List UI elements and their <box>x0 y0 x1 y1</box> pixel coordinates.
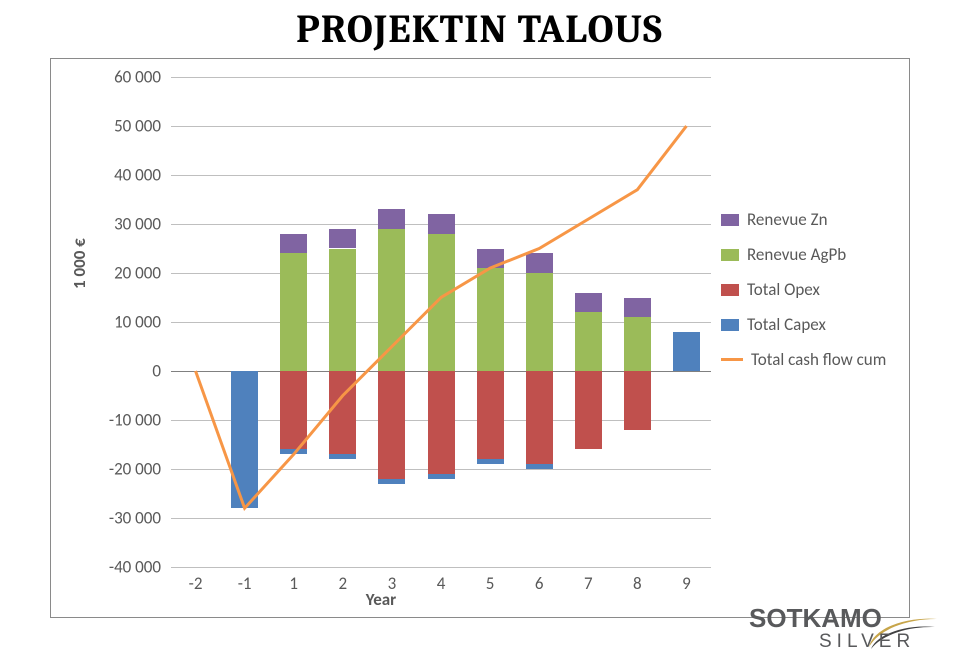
y-tick-label: 10 000 <box>114 312 171 333</box>
y-tick-label: 60 000 <box>114 67 171 88</box>
y-axis-title: 1 000 € <box>69 238 90 289</box>
y-tick-label: 50 000 <box>114 116 171 137</box>
legend-item-renevue_zn: Renevue Zn <box>721 209 891 230</box>
chart-frame: -40 000 -30 000 -20 000 -10 000 0 10 000 20 00… <box>50 58 910 618</box>
logo-subtext: SILVER <box>819 631 915 652</box>
y-tick-label: 40 000 <box>114 165 171 186</box>
plot-area: -40 000-30 000-20 000-10 000010 00020 00… <box>171 77 711 567</box>
legend-label: Total Opex <box>747 279 820 300</box>
y-tick-label: -20 000 <box>109 459 171 480</box>
legend-swatch <box>721 358 743 361</box>
logo-text: SOTKAMO <box>749 603 882 633</box>
y-tick-label: -10 000 <box>109 410 171 431</box>
y-tick-label: 30 000 <box>114 214 171 235</box>
legend-label: Renevue AgPb <box>747 244 846 265</box>
brand-logo: SOTKAMO SILVER <box>749 597 939 657</box>
legend-label: Renevue Zn <box>747 209 828 230</box>
legend-swatch <box>721 214 739 226</box>
legend-label: Total cash flow cum <box>751 349 886 370</box>
cashflow-line <box>171 77 711 567</box>
legend-item-renevue_agpb: Renevue AgPb <box>721 244 891 265</box>
legend: Renevue Zn Renevue AgPb Total Opex Total Ca… <box>721 209 891 384</box>
legend-item-cashflow_cum: Total cash flow cum <box>721 349 891 370</box>
y-tick-label: 0 <box>152 361 171 382</box>
legend-label: Total Capex <box>747 314 826 335</box>
legend-swatch <box>721 284 739 296</box>
legend-item-total_capex: Total Capex <box>721 314 891 335</box>
legend-item-total_opex: Total Opex <box>721 279 891 300</box>
y-tick-label: -40 000 <box>109 557 171 578</box>
page-title: PROJEKTIN TALOUS <box>0 6 959 52</box>
y-tick-label: 20 000 <box>114 263 171 284</box>
legend-swatch <box>721 319 739 331</box>
y-tick-label: -30 000 <box>109 508 171 529</box>
x-axis-title: Year <box>51 589 711 610</box>
legend-swatch <box>721 249 739 261</box>
